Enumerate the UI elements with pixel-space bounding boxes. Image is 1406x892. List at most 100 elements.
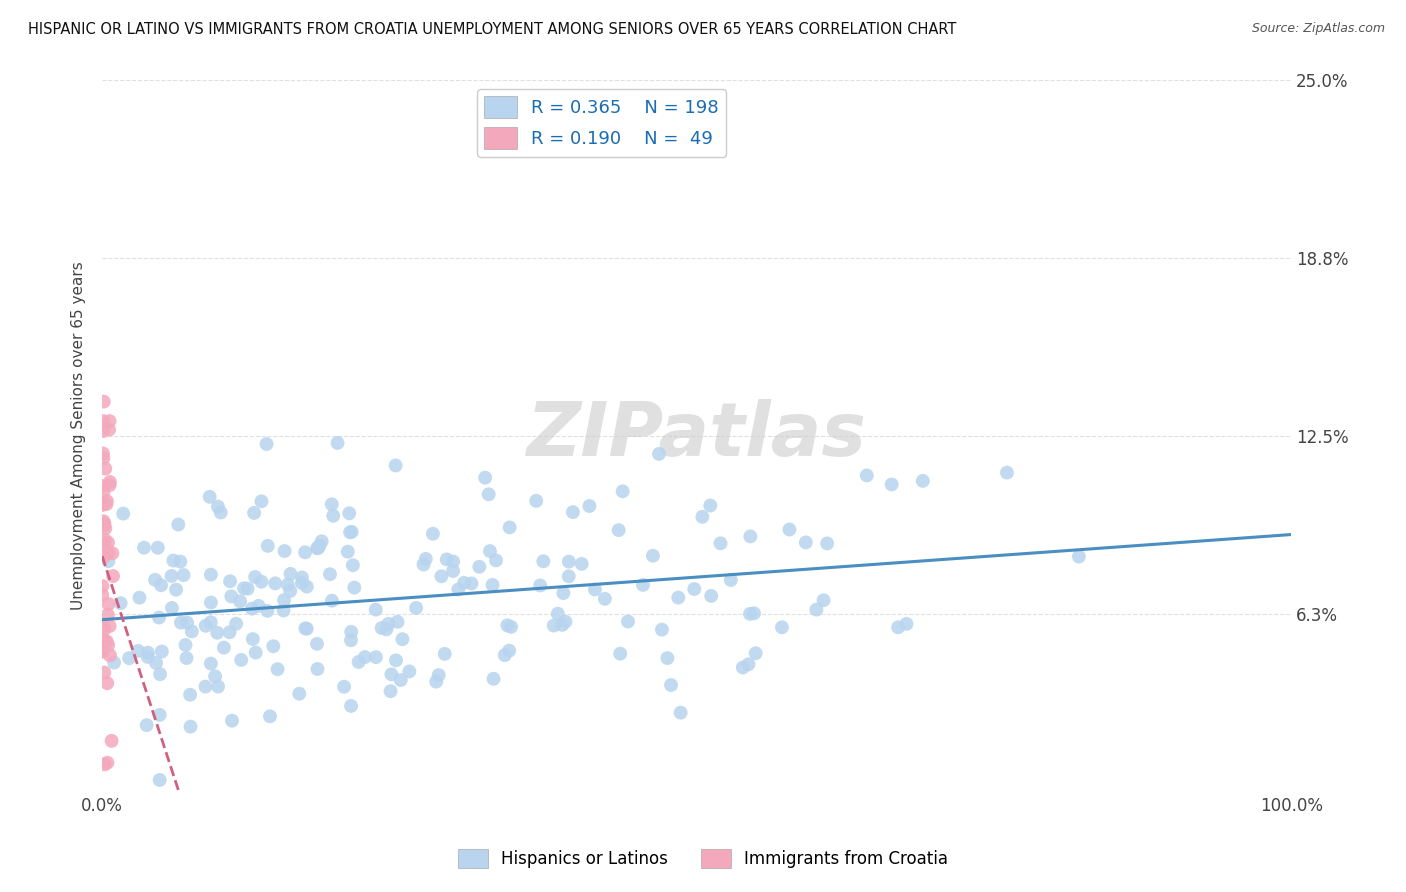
Point <box>256 604 278 618</box>
Point <box>103 656 125 670</box>
Point <box>93 394 115 409</box>
Point <box>91 645 114 659</box>
Point <box>200 595 222 609</box>
Point <box>273 603 295 617</box>
Point <box>91 496 114 510</box>
Point <box>93 623 115 637</box>
Point <box>709 536 731 550</box>
Point <box>291 570 314 584</box>
Point <box>543 618 565 632</box>
Point <box>342 558 364 573</box>
Point <box>110 596 132 610</box>
Point <box>659 678 682 692</box>
Point <box>245 646 267 660</box>
Point <box>380 684 402 698</box>
Point <box>96 497 118 511</box>
Point <box>143 573 166 587</box>
Point <box>207 680 229 694</box>
Point <box>340 698 363 713</box>
Point <box>547 607 569 621</box>
Point <box>583 582 606 597</box>
Point <box>307 541 329 555</box>
Point <box>295 622 318 636</box>
Point <box>149 707 172 722</box>
Point <box>250 494 273 508</box>
Point <box>91 644 114 658</box>
Point <box>94 636 117 650</box>
Point <box>98 414 121 428</box>
Point <box>291 576 314 591</box>
Point <box>731 660 754 674</box>
Point <box>896 616 918 631</box>
Point <box>529 578 551 592</box>
Point <box>135 718 157 732</box>
Point <box>96 494 118 508</box>
Point <box>96 634 118 648</box>
Point <box>256 437 278 451</box>
Point <box>380 667 402 681</box>
Point <box>150 644 173 658</box>
Point <box>609 647 631 661</box>
Point <box>200 657 222 671</box>
Point <box>93 451 115 466</box>
Point <box>478 544 501 558</box>
Point <box>91 638 114 652</box>
Point <box>176 651 198 665</box>
Point <box>295 580 318 594</box>
Point <box>856 468 879 483</box>
Point <box>561 505 583 519</box>
Point <box>218 625 240 640</box>
Point <box>794 535 817 549</box>
Point <box>174 638 197 652</box>
Point <box>815 536 838 550</box>
Point <box>200 615 222 630</box>
Point <box>100 734 122 748</box>
Point <box>91 636 114 650</box>
Point <box>93 536 115 550</box>
Point <box>375 623 398 637</box>
Point <box>321 593 343 607</box>
Point <box>339 525 361 540</box>
Point <box>389 673 412 687</box>
Point <box>441 564 464 578</box>
Point <box>294 621 316 635</box>
Point <box>132 541 155 555</box>
Point <box>738 607 761 621</box>
Point <box>340 624 363 639</box>
Point <box>692 509 714 524</box>
Point <box>91 424 114 438</box>
Point <box>280 566 302 581</box>
Point <box>651 623 673 637</box>
Point <box>273 593 295 607</box>
Point <box>813 593 835 607</box>
Point <box>93 757 115 772</box>
Point <box>288 687 311 701</box>
Point <box>94 461 117 475</box>
Point <box>307 541 329 556</box>
Point <box>498 520 520 534</box>
Y-axis label: Unemployment Among Seniors over 65 years: Unemployment Among Seniors over 65 years <box>72 261 86 610</box>
Point <box>127 644 149 658</box>
Point <box>531 554 554 568</box>
Point <box>148 610 170 624</box>
Point <box>97 597 120 611</box>
Point <box>97 546 120 560</box>
Point <box>236 582 259 596</box>
Point <box>911 474 934 488</box>
Point <box>231 653 253 667</box>
Point <box>98 423 121 437</box>
Point <box>91 619 114 633</box>
Point <box>91 588 114 602</box>
Point <box>571 557 593 571</box>
Point <box>336 544 359 558</box>
Point <box>398 665 420 679</box>
Point <box>742 607 765 621</box>
Point <box>97 554 120 568</box>
Point <box>91 498 114 512</box>
Point <box>364 650 387 665</box>
Point <box>496 618 519 632</box>
Point <box>118 651 141 665</box>
Text: HISPANIC OR LATINO VS IMMIGRANTS FROM CROATIA UNEMPLOYMENT AMONG SENIORS OVER 65: HISPANIC OR LATINO VS IMMIGRANTS FROM CR… <box>28 22 956 37</box>
Point <box>91 635 114 649</box>
Point <box>165 582 187 597</box>
